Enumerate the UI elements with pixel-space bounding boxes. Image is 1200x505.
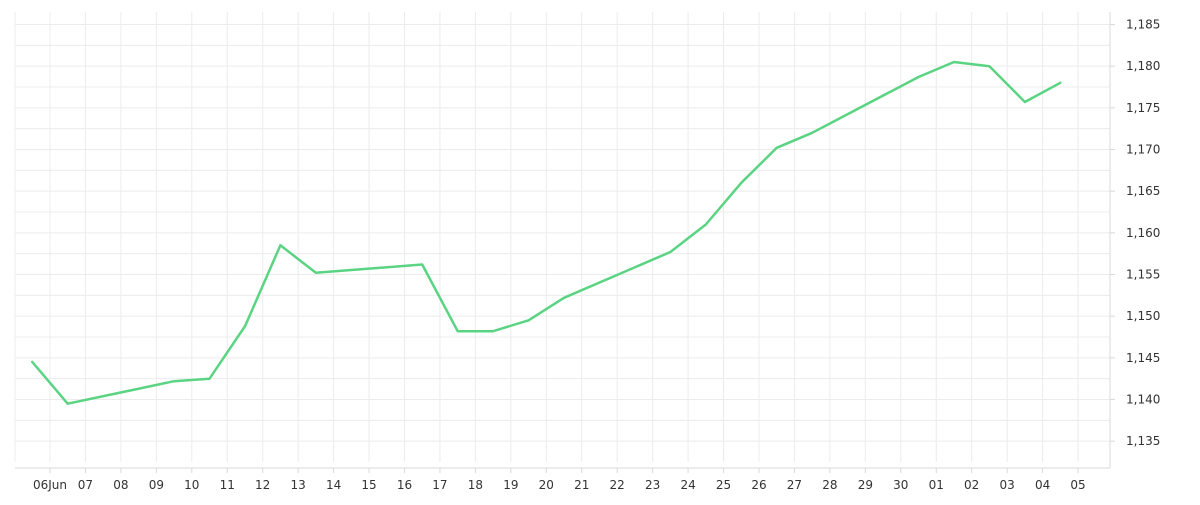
- y-tick-label: 1,165: [1126, 184, 1160, 198]
- y-tick-label: 1,145: [1126, 351, 1160, 365]
- y-tick-label: 1,150: [1126, 309, 1160, 323]
- x-tick-label: 26: [751, 478, 766, 492]
- x-tick-label: 12: [255, 478, 270, 492]
- x-tick-label: 11: [220, 478, 235, 492]
- x-tick-label: 24: [680, 478, 695, 492]
- y-tick-label: 1,180: [1126, 59, 1160, 73]
- x-tick-label: 09: [149, 478, 164, 492]
- x-tick-label: 30: [893, 478, 908, 492]
- x-tick-label: 16: [397, 478, 412, 492]
- x-tick-label: 19: [503, 478, 518, 492]
- x-tick-label: 22: [610, 478, 625, 492]
- x-tick-label: 10: [184, 478, 199, 492]
- x-tick-label: 07: [78, 478, 93, 492]
- x-tick-label: 08: [113, 478, 128, 492]
- x-tick-label: 03: [1000, 478, 1015, 492]
- x-tick-label: 25: [716, 478, 731, 492]
- plot-area: [15, 12, 1110, 462]
- x-tick-label: 21: [574, 478, 589, 492]
- x-tick-label: 20: [539, 478, 554, 492]
- y-tick-label: 1,140: [1126, 393, 1160, 407]
- x-tick-label: 06Jun: [33, 478, 67, 492]
- x-tick-label: 27: [787, 478, 802, 492]
- y-tick-label: 1,175: [1126, 101, 1160, 115]
- x-tick-label: 17: [432, 478, 447, 492]
- x-tick-label: 01: [929, 478, 944, 492]
- y-tick-label: 1,155: [1126, 268, 1160, 282]
- x-tick-label: 04: [1035, 478, 1050, 492]
- x-tick-label: 18: [468, 478, 483, 492]
- x-tick-label: 15: [361, 478, 376, 492]
- y-tick-label: 1,170: [1126, 143, 1160, 157]
- y-tick-label: 1,160: [1126, 226, 1160, 240]
- x-tick-label: 23: [645, 478, 660, 492]
- x-tick-label: 05: [1070, 478, 1085, 492]
- x-tick-label: 14: [326, 478, 341, 492]
- x-tick-label: 02: [964, 478, 979, 492]
- x-tick-label: 13: [291, 478, 306, 492]
- y-tick-label: 1,135: [1126, 434, 1160, 448]
- x-tick-label: 28: [822, 478, 837, 492]
- x-tick-label: 29: [858, 478, 873, 492]
- y-tick-label: 1,185: [1126, 18, 1160, 32]
